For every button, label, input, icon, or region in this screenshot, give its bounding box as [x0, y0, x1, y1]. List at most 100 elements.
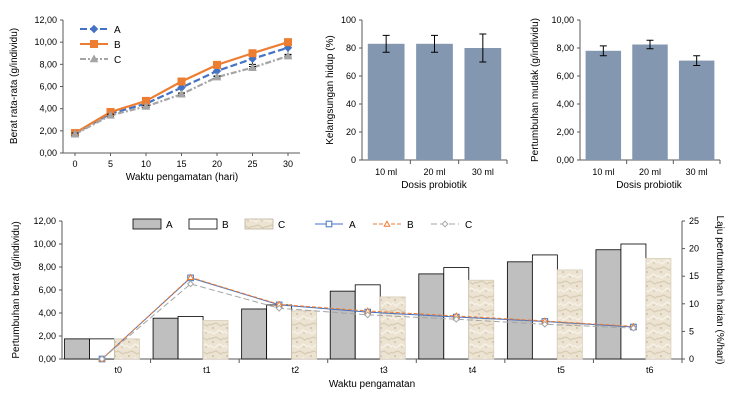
c3-y-tick-label: 4,00 — [556, 99, 574, 109]
c4-y2-tick-label: 20 — [689, 244, 699, 254]
c4-bar-A — [595, 249, 622, 360]
c4-y-tick-label: 0,00 — [38, 354, 56, 364]
c4-legend-swatch-B — [188, 218, 218, 230]
c4-point-C — [541, 320, 549, 328]
c4-bar-C — [379, 296, 406, 360]
c4-point-C — [187, 280, 195, 288]
c4-bar-A — [152, 317, 179, 360]
c2-y-tick-label: 40 — [346, 99, 356, 109]
c1-point-B — [177, 77, 186, 86]
c4-bar-A — [241, 308, 268, 360]
c4-bar-A — [418, 273, 445, 360]
c4-x-tick-label: t6 — [646, 365, 654, 375]
c1-x-tick-label: 10 — [141, 159, 151, 169]
absolute-growth-bar-chart: 0,00 2,00 4,00 6,00 8,00 10,00 10 ml 20 ml 30 m… — [530, 15, 721, 191]
c1-x-tick-label: 25 — [247, 159, 257, 169]
c4-x-tick-label: t4 — [469, 365, 477, 375]
c4-bar-C — [291, 310, 318, 360]
c4-bar-B — [177, 316, 204, 360]
c4-y-tick-label: 6,00 — [38, 285, 56, 295]
c4-bar-B — [620, 243, 647, 360]
c2-error-bar — [479, 33, 487, 63]
c4-legend-marker-A — [325, 220, 333, 228]
c4-point-C — [364, 311, 372, 319]
c4-y-tick-label: 12,00 — [33, 216, 56, 226]
c3-error-bar — [599, 45, 607, 57]
c1-point-C — [70, 129, 80, 138]
c4-bar-B — [354, 284, 381, 360]
c1-legend-marker-A — [89, 24, 99, 34]
c1-y-tick-label: 6,00 — [39, 82, 57, 92]
c4-x-tick-label: t0 — [115, 365, 123, 375]
c3-bar — [632, 44, 668, 160]
c4-bar-B — [531, 254, 558, 360]
c1-point-C — [212, 72, 222, 81]
c3-x-tick-label: 30 ml — [686, 167, 708, 177]
c1-point-B — [248, 49, 257, 58]
c4-legend-marker-C — [441, 220, 449, 228]
c4-y-tick-label: 10,00 — [33, 239, 56, 249]
c2-x-tick-label: 20 ml — [423, 167, 445, 177]
c4-y2-tick-label: 10 — [689, 299, 699, 309]
c2-bar — [464, 48, 502, 160]
c3-bar — [585, 50, 622, 160]
c2-bar — [416, 43, 453, 160]
c4-bar-C — [114, 338, 140, 360]
c4-legend-label-bar-C: C — [278, 220, 285, 231]
c3-x-tick-label: 20 ml — [639, 167, 661, 177]
combo-growth-chart: 0,00 2,00 4,00 6,00 8,00 10,00 12,00 0 5 10 15 20 2… — [11, 216, 725, 390]
c3-y-tick-label: 8,00 — [556, 43, 574, 53]
c2-y-tick-label: 60 — [346, 71, 356, 81]
c4-y-axis-label: Pertumbuhan berat (g/individu) — [11, 221, 22, 358]
c2-error-bar — [382, 34, 390, 53]
c3-error-bar — [646, 39, 654, 50]
c1-point-C — [177, 89, 186, 98]
c3-y-axis-label: Pertumbuhan mutlak (g/individu) — [530, 18, 541, 162]
c2-x-tick-label: 10 ml — [375, 167, 397, 177]
c3-y-tick-label: 0,00 — [556, 155, 574, 165]
c4-bar-A — [506, 261, 533, 360]
c4-legend-swatch-C — [244, 218, 274, 230]
c1-point-C — [283, 51, 293, 60]
c1-point-C — [141, 101, 151, 110]
c1-x-tick-label: 30 — [283, 159, 293, 169]
c2-error-bar — [431, 34, 438, 53]
c1-y-tick-label: 4,00 — [39, 104, 57, 114]
c1-x-tick-label: 20 — [212, 159, 222, 169]
c3-y-tick-label: 10,00 — [551, 15, 574, 25]
c1-y-tick-label: 0,00 — [39, 148, 57, 158]
c4-y2-tick-label: 25 — [689, 216, 699, 226]
c4-legend-label-bar-A: A — [166, 220, 173, 231]
c1-legend-label-A: A — [114, 25, 121, 36]
c4-x-tick-label: t5 — [557, 365, 565, 375]
c4-bar-A — [329, 290, 356, 360]
c1-point-B — [284, 38, 292, 47]
c4-legend-label-line-B: B — [407, 220, 414, 231]
c2-x-axis-label: Dosis probiotik — [401, 180, 468, 191]
c3-bar — [678, 60, 715, 160]
c2-x-tick-label: 30 ml — [472, 167, 494, 177]
c1-legend-label-C: C — [114, 55, 121, 66]
c2-y-tick-label: 0 — [351, 155, 356, 165]
c4-legend-swatch-A — [132, 218, 162, 230]
c4-legend-label-line-C: C — [465, 220, 472, 231]
c4-y2-tick-label: 0 — [689, 354, 694, 364]
c4-bar-B — [266, 304, 293, 360]
c4-point-C — [98, 355, 106, 363]
c4-point-B — [186, 273, 195, 281]
c4-bar-C — [468, 279, 495, 360]
c2-bar — [367, 43, 405, 160]
c3-x-axis-label: Dosis probiotik — [616, 180, 683, 191]
c1-x-tick-label: 0 — [72, 159, 77, 169]
survival-bar-chart: 0 20 40 60 80 100 10 ml 20 ml 30 ml Dosis probi… — [325, 15, 508, 191]
c1-point-B — [213, 60, 221, 69]
c4-y-tick-label: 2,00 — [38, 331, 56, 341]
c2-y-tick-label: 80 — [346, 43, 356, 53]
c4-bar-A — [64, 338, 90, 360]
c4-x-axis-label: Waktu pengamatan — [329, 379, 415, 390]
c4-legend-label-line-A: A — [349, 220, 356, 231]
c4-y2-tick-label: 15 — [689, 271, 699, 281]
c1-point-C — [248, 63, 257, 71]
c1-x-tick-label: 5 — [108, 159, 113, 169]
